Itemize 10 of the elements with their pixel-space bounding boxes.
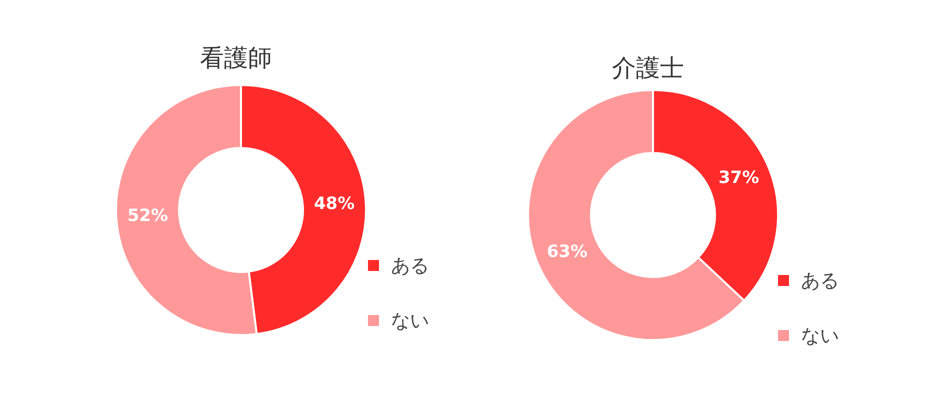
data-label: 52% [127,206,168,226]
data-label: 37% [718,168,760,188]
legend-label: ある [801,268,839,294]
legend-label: ない [801,324,839,348]
legend-label: ない [391,308,429,334]
chart-title: 介護士 [611,53,685,84]
data-label: 63% [546,242,588,262]
legend-label: ある [391,254,429,278]
chart-title: 看護師 [199,43,273,74]
data-label: 48% [314,194,355,214]
